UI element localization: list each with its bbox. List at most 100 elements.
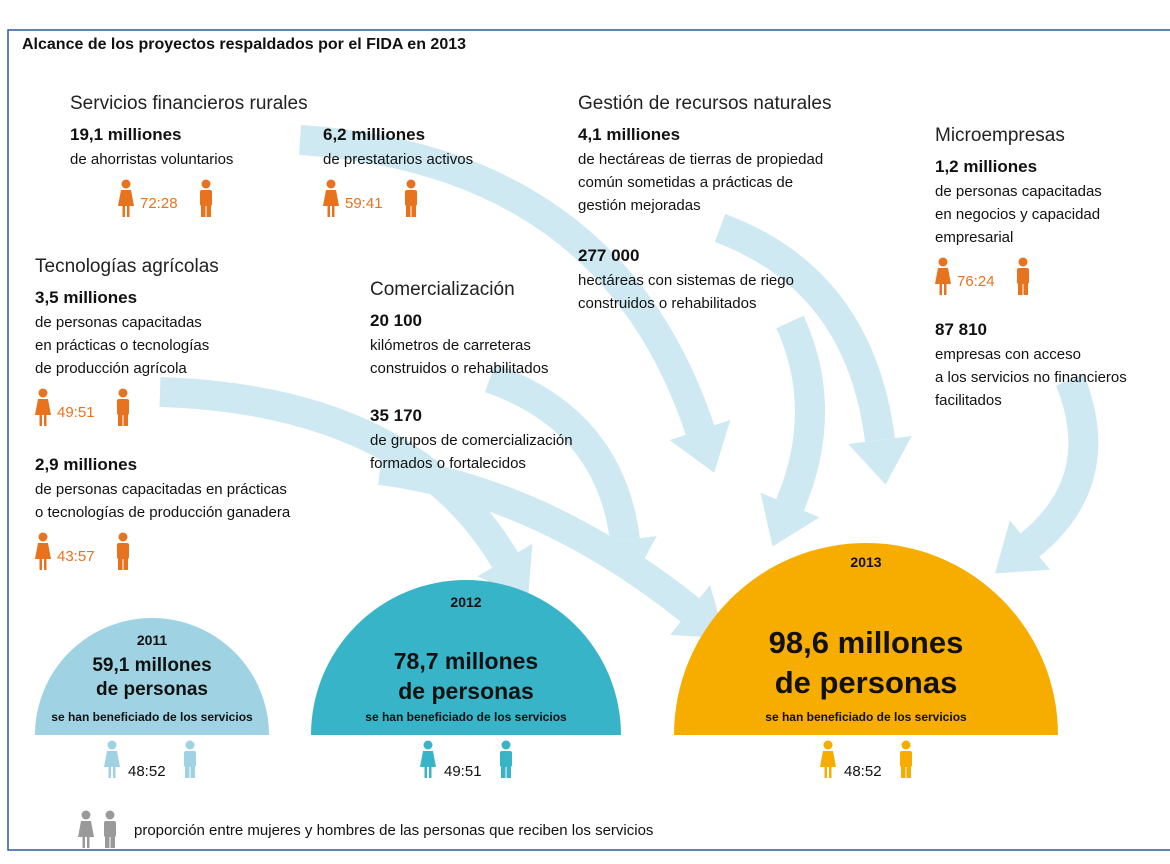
woman-icon [823,740,833,750]
year-unit: de personas [774,665,958,700]
year-value: 78,7 millones [393,648,539,674]
woman-icon [107,740,117,750]
woman-icon [127,206,130,217]
item-value: 4,1 milliones [578,125,681,144]
man-icon [501,766,506,778]
item-value: 1,2 milliones [935,157,1038,176]
year-unit: de personas [398,678,534,704]
woman-icon [35,399,51,415]
man-icon [118,558,123,570]
man-icon [201,179,211,189]
woman-icon [327,206,330,217]
woman-icon [332,206,335,217]
man-icon [104,821,116,837]
item-description: de personas capacitadas [35,314,202,331]
woman-icon [829,767,832,778]
man-icon [901,740,911,750]
man-icon [110,836,115,848]
frame [7,29,1170,851]
woman-icon [323,190,339,206]
year-semicircle [35,618,269,735]
item-description: gestión mejoradas [578,197,701,214]
woman-icon [38,388,48,398]
section-heading: Servicios financieros rurales [70,93,308,114]
woman-icon [326,179,336,189]
woman-icon [82,837,85,848]
arrow-body [484,363,640,543]
man-icon [406,205,411,217]
woman-icon [104,751,120,767]
arrow-body [776,315,825,511]
man-icon [117,543,129,559]
man-icon [506,766,511,778]
item-description: empresarial [935,229,1014,246]
man-icon [1023,283,1028,295]
item-description: de grupos de comercialización [370,432,573,449]
man-icon [184,751,196,767]
man-icon [118,414,123,426]
year-label: 2013 [850,554,882,570]
item-description: facilitados [935,392,1002,409]
woman-icon [938,257,948,267]
man-icon [185,740,195,750]
title: Alcance de los proyectos respaldados por… [22,36,467,53]
item-description: en prácticas o tecnologías [35,337,210,354]
year-unit: de personas [96,679,208,700]
arrow-head [848,436,912,485]
item-description: común sometidas a prácticas de [578,174,794,191]
woman-icon [44,559,47,570]
woman-icon [820,751,836,767]
woman-icon [38,532,48,542]
man-icon [123,414,128,426]
section-heading: Microempresas [935,125,1065,146]
man-icon [185,766,190,778]
ratio-label: 72:28 [140,195,178,212]
woman-icon [87,837,90,848]
arrow-head [669,419,731,473]
item-description: kilómetros de carreteras [370,337,531,354]
item-description: o tecnologías de producción ganadera [35,504,291,521]
man-icon [200,190,212,206]
arrow-body [378,455,700,622]
section-heading: Tecnologías agrícolas [35,256,219,277]
arrow-head [477,543,533,599]
item-description: a los servicios no financieros [935,369,1127,386]
woman-icon [108,767,111,778]
item-description: hectáreas con sistemas de riego [578,272,794,289]
section-heading: Gestión de recursos naturales [578,93,832,114]
ratio-label: 49:51 [444,763,482,780]
year-label: 2011 [136,632,168,648]
woman-icon [939,284,942,295]
woman-icon [824,767,827,778]
arrow-body [714,213,895,442]
man-icon [1018,257,1028,267]
arrow-body [299,125,715,435]
man-icon [1017,268,1029,284]
item-value: 35 170 [370,406,422,425]
item-description: de producción agrícola [35,360,187,377]
item-value: 19,1 milliones [70,125,182,144]
man-icon [906,766,911,778]
item-description: de personas capacitadas [935,183,1102,200]
ratio-label: 43:57 [57,548,95,565]
year-label: 2012 [450,594,482,610]
man-icon [190,766,195,778]
man-icon [206,205,211,217]
woman-icon [429,767,432,778]
item-description: de ahorristas voluntarios [70,151,234,168]
ratio-label: 48:52 [844,763,882,780]
year-semicircle [311,580,621,735]
arrow-head [760,492,820,547]
man-icon [411,205,416,217]
year-note: se han beneficiado de los servicios [765,710,967,724]
man-icon [500,751,512,767]
woman-icon [113,767,116,778]
year-value: 98,6 millones [768,625,964,660]
item-description: empresas con acceso [935,346,1081,363]
year-note: se han beneficiado de los servicios [51,710,253,724]
man-icon [201,205,206,217]
item-value: 2,9 milliones [35,455,138,474]
ratio-label: 48:52 [128,763,166,780]
